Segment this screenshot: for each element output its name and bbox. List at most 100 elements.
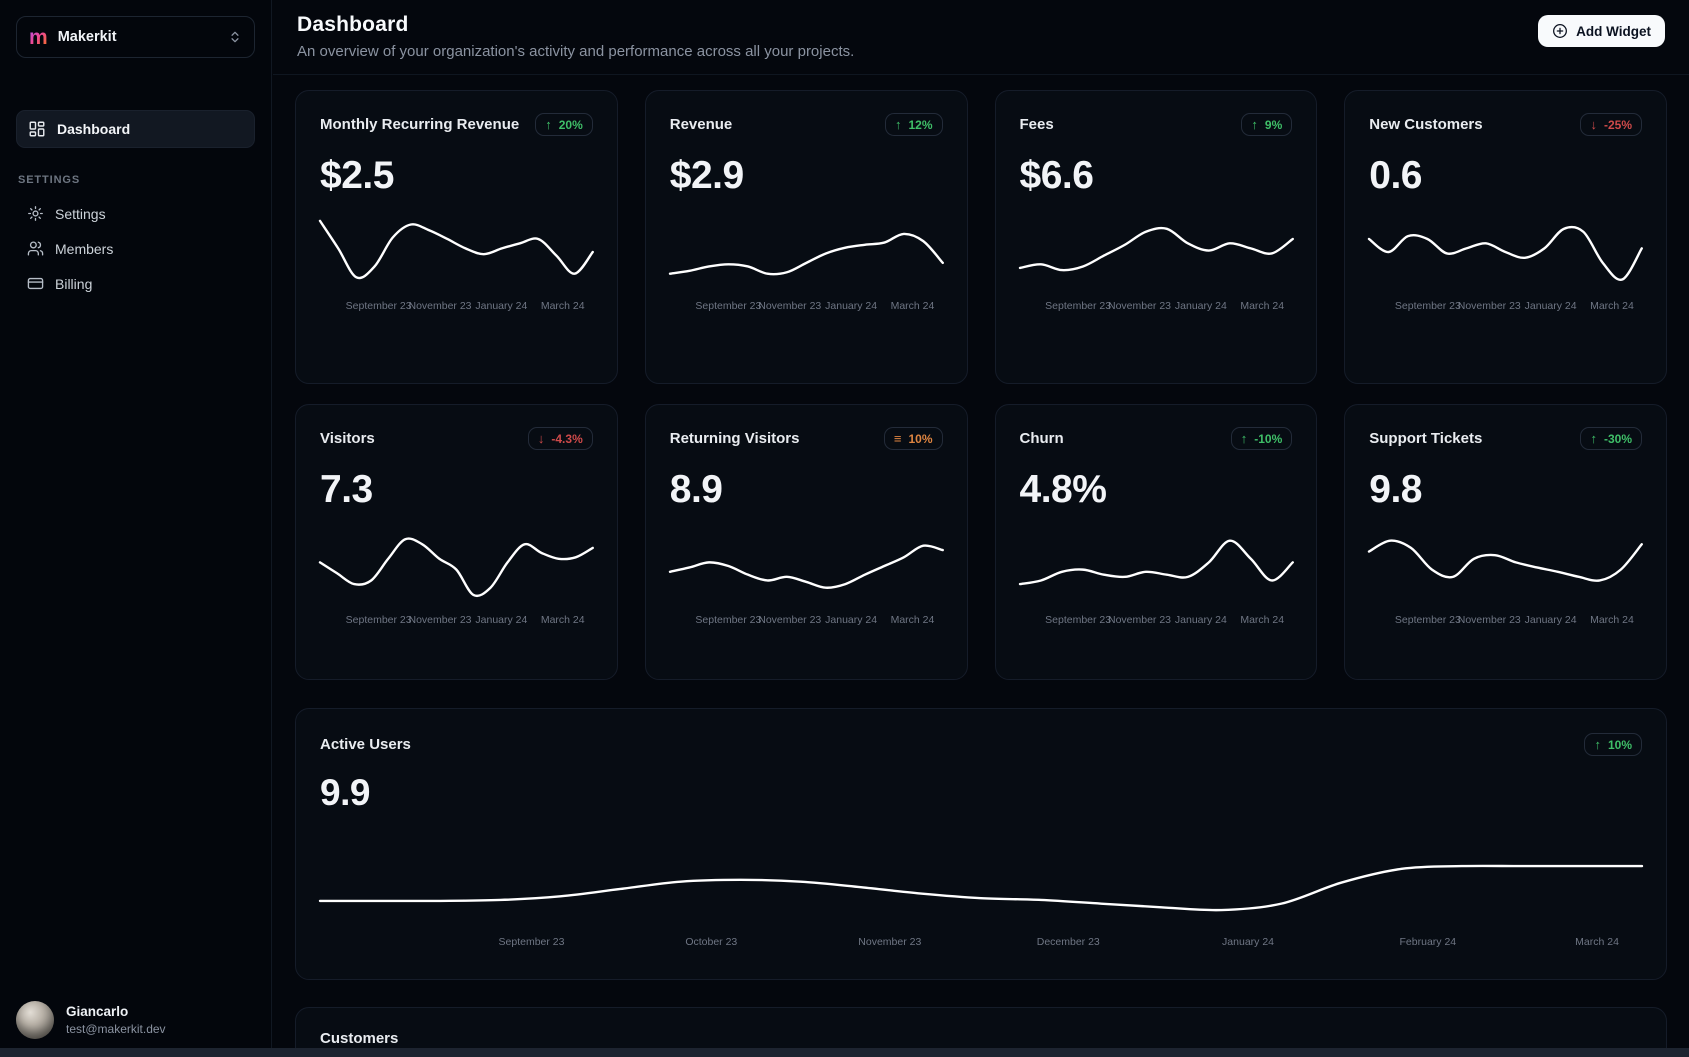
trend-value: 10% bbox=[908, 431, 933, 446]
card-title: Support Tickets bbox=[1369, 430, 1483, 447]
sparkline-chart bbox=[670, 212, 943, 292]
sidebar-item-label: Dashboard bbox=[57, 121, 131, 137]
axis-label: February 24 bbox=[1399, 936, 1457, 948]
sparkline-chart bbox=[1020, 212, 1293, 292]
trend-flat-icon: ≡ bbox=[893, 431, 902, 446]
user-email: test@makerkit.dev bbox=[66, 1022, 166, 1036]
axis-label: November 23 bbox=[408, 300, 472, 312]
x-axis: September 23 November 23 January 24 Marc… bbox=[670, 614, 943, 628]
card-title: Monthly Recurring Revenue bbox=[320, 116, 520, 133]
sidebar-item-label: Members bbox=[55, 240, 114, 257]
card-title: Returning Visitors bbox=[669, 430, 800, 447]
axis-label: October 23 bbox=[685, 936, 738, 948]
axis-label: March 24 bbox=[1575, 936, 1619, 948]
sidebar-item-members[interactable]: Members bbox=[16, 231, 255, 266]
trend-badge: ↓ -4.3% bbox=[527, 427, 593, 450]
kpi-value: 4.8% bbox=[1019, 468, 1107, 511]
sparkline-chart bbox=[1369, 212, 1642, 292]
kpi-card-returning-visitors: Returning Visitors ≡ 10% 8.9 September 2… bbox=[644, 404, 968, 680]
axis-label: March 24 bbox=[540, 614, 585, 626]
sidebar-item-settings[interactable]: Settings bbox=[16, 196, 255, 231]
card-title: Revenue bbox=[669, 116, 733, 133]
axis-label: January 24 bbox=[1222, 936, 1275, 948]
settings-section-label: SETTINGS bbox=[18, 174, 81, 186]
sparkline-chart bbox=[1369, 526, 1642, 606]
kpi-card-revenue: Revenue ↑ 12% $2.9 September 23 November… bbox=[644, 90, 968, 384]
user-account-button[interactable]: Giancarlo test@makerkit.dev bbox=[16, 1001, 166, 1039]
horizontal-scrollbar[interactable] bbox=[0, 1048, 1689, 1057]
axis-label: November 23 bbox=[1107, 614, 1172, 626]
organization-selector[interactable]: m Makerkit bbox=[16, 16, 255, 58]
page-subtitle: An overview of your organization's activ… bbox=[297, 43, 855, 60]
trend-value: -25% bbox=[1603, 117, 1632, 132]
kpi-value: $2.9 bbox=[669, 154, 744, 197]
sidebar-item-billing[interactable]: Billing bbox=[16, 266, 255, 301]
user-name: Giancarlo bbox=[66, 1004, 129, 1019]
card-title: Active Users bbox=[320, 736, 411, 753]
axis-label: September 23 bbox=[498, 936, 565, 948]
axis-label: September 23 bbox=[345, 300, 412, 312]
axis-label: March 24 bbox=[1240, 614, 1285, 626]
trend-down-icon: ↓ bbox=[537, 431, 545, 446]
trend-badge: ↑ -30% bbox=[1580, 427, 1642, 450]
x-axis: September 23 November 23 January 24 Marc… bbox=[1020, 300, 1293, 314]
axis-label: March 24 bbox=[890, 614, 935, 626]
trend-badge: ↓ -25% bbox=[1580, 113, 1642, 136]
dashboard-grid-icon bbox=[28, 120, 46, 138]
trend-badge: ↑ 9% bbox=[1241, 113, 1293, 136]
sidebar-item-dashboard[interactable]: Dashboard bbox=[16, 110, 255, 148]
card-title: Fees bbox=[1019, 116, 1054, 133]
axis-label: September 23 bbox=[345, 614, 412, 626]
axis-label: January 24 bbox=[825, 614, 878, 626]
trend-up-icon: ↑ bbox=[1251, 117, 1258, 132]
axis-label: March 24 bbox=[1590, 300, 1634, 312]
trend-value: -30% bbox=[1603, 431, 1632, 446]
add-widget-button[interactable]: Add Widget bbox=[1538, 15, 1665, 47]
kpi-card-support-tickets: Support Tickets ↑ -30% 9.8 September 23 … bbox=[1344, 404, 1667, 680]
x-axis: September 23 November 23 January 24 Marc… bbox=[1020, 614, 1293, 628]
trend-up-icon: ↑ bbox=[894, 117, 902, 132]
trend-up-icon: ↑ bbox=[1590, 431, 1597, 446]
kpi-value: 9.9 bbox=[320, 772, 370, 813]
x-axis: September 23 November 23 January 24 Marc… bbox=[320, 614, 593, 628]
add-widget-label: Add Widget bbox=[1576, 23, 1651, 39]
sparkline-chart bbox=[320, 526, 593, 606]
x-axis: September 23 October 23 November 23 Dece… bbox=[320, 936, 1642, 950]
axis-label: November 23 bbox=[1457, 300, 1521, 312]
x-axis: September 23 November 23 January 24 Marc… bbox=[670, 300, 943, 314]
active-users-chart bbox=[320, 828, 1642, 928]
axis-label: January 24 bbox=[1524, 614, 1577, 626]
chevrons-up-down-icon bbox=[228, 30, 242, 44]
axis-label: September 23 bbox=[1394, 614, 1461, 626]
kpi-value: 9.8 bbox=[1369, 468, 1422, 511]
sidebar-item-label: Settings bbox=[55, 205, 106, 222]
active-users-card: Active Users ↑ 10% 9.9 September 23 Octo… bbox=[295, 708, 1667, 980]
kpi-value: $2.5 bbox=[320, 154, 394, 197]
kpi-value: 7.3 bbox=[320, 468, 373, 511]
users-icon bbox=[27, 240, 44, 257]
sidebar: m Makerkit Dashboard SETTINGS Settings M… bbox=[0, 0, 272, 1057]
axis-label: September 23 bbox=[695, 614, 762, 626]
kpi-row-2: Visitors ↓ -4.3% 7.3 September 23 Novemb… bbox=[295, 404, 1667, 680]
trend-badge: ↑ 12% bbox=[884, 113, 943, 136]
card-title: Customers bbox=[320, 1030, 399, 1047]
trend-up-icon: ↑ bbox=[1594, 737, 1601, 752]
avatar bbox=[16, 1001, 54, 1039]
kpi-card-visitors: Visitors ↓ -4.3% 7.3 September 23 Novemb… bbox=[295, 404, 618, 680]
kpi-card-fees: Fees ↑ 9% $6.6 September 23 November 23 … bbox=[994, 90, 1318, 384]
trend-badge: ↑ -10% bbox=[1230, 427, 1293, 450]
kpi-card-monthly-recurring-revenue: Monthly Recurring Revenue ↑ 20% $2.5 Sep… bbox=[295, 90, 618, 384]
axis-label: January 24 bbox=[1174, 614, 1227, 626]
trend-value: 10% bbox=[1607, 737, 1632, 752]
kpi-value: $6.6 bbox=[1019, 154, 1094, 197]
main-content: Dashboard An overview of your organizati… bbox=[273, 0, 1689, 1057]
axis-label: January 24 bbox=[475, 614, 528, 626]
axis-label: November 23 bbox=[758, 300, 822, 312]
trend-badge: ≡ 10% bbox=[883, 427, 943, 450]
axis-label: March 24 bbox=[540, 300, 585, 312]
trend-down-icon: ↓ bbox=[1590, 117, 1597, 132]
axis-label: November 23 bbox=[1457, 614, 1521, 626]
page-header: Dashboard An overview of your organizati… bbox=[273, 0, 1689, 75]
axis-label: March 24 bbox=[890, 300, 935, 312]
trend-value: 20% bbox=[558, 117, 583, 132]
